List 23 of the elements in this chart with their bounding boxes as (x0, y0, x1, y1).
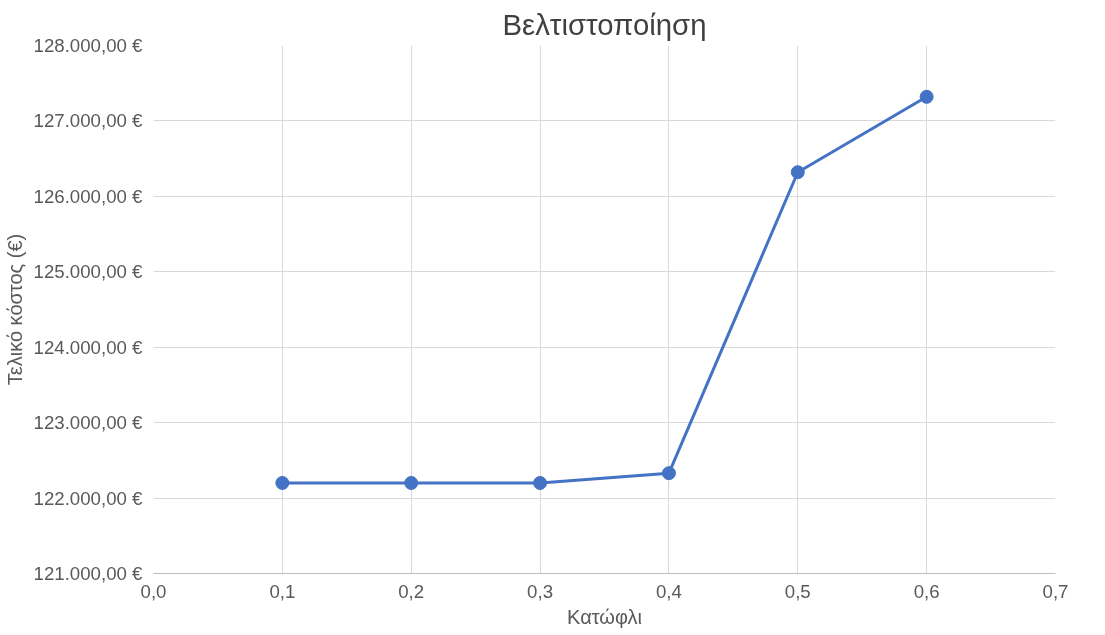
point (790, 165, 805, 180)
point (275, 476, 290, 490)
x-tick-label: 0,3 (527, 580, 554, 602)
x-tick-label: 0,1 (269, 580, 296, 602)
x-tick-label: 0,5 (784, 580, 811, 602)
x-tick-label: 0,6 (913, 580, 940, 602)
y-tick-label: 128.000,00 € (33, 35, 144, 56)
x-tick-label: 0,7 (1042, 580, 1069, 602)
x-tick-label: 0,2 (398, 580, 425, 602)
point (661, 466, 676, 481)
point (919, 89, 934, 104)
y-tick-label: 124.000,00 € (33, 336, 144, 358)
y-axis-title: Τελικό κόστος (€) (3, 233, 26, 386)
y-tick-label: 123.000,00 € (33, 412, 144, 434)
y-tick-label: 122.000,00 € (33, 487, 144, 509)
x-tick-label: 0,4 (655, 580, 682, 602)
point (533, 476, 548, 490)
x-axis-title: Κατώφλι (567, 605, 642, 628)
chart-title: Βελτιστοποίηση (502, 7, 707, 41)
y-tick-label: 126.000,00 € (33, 185, 144, 207)
y-tick-label: 127.000,00 € (33, 110, 144, 132)
point (404, 476, 419, 490)
y-tick-label: 125.000,00 € (33, 261, 144, 283)
